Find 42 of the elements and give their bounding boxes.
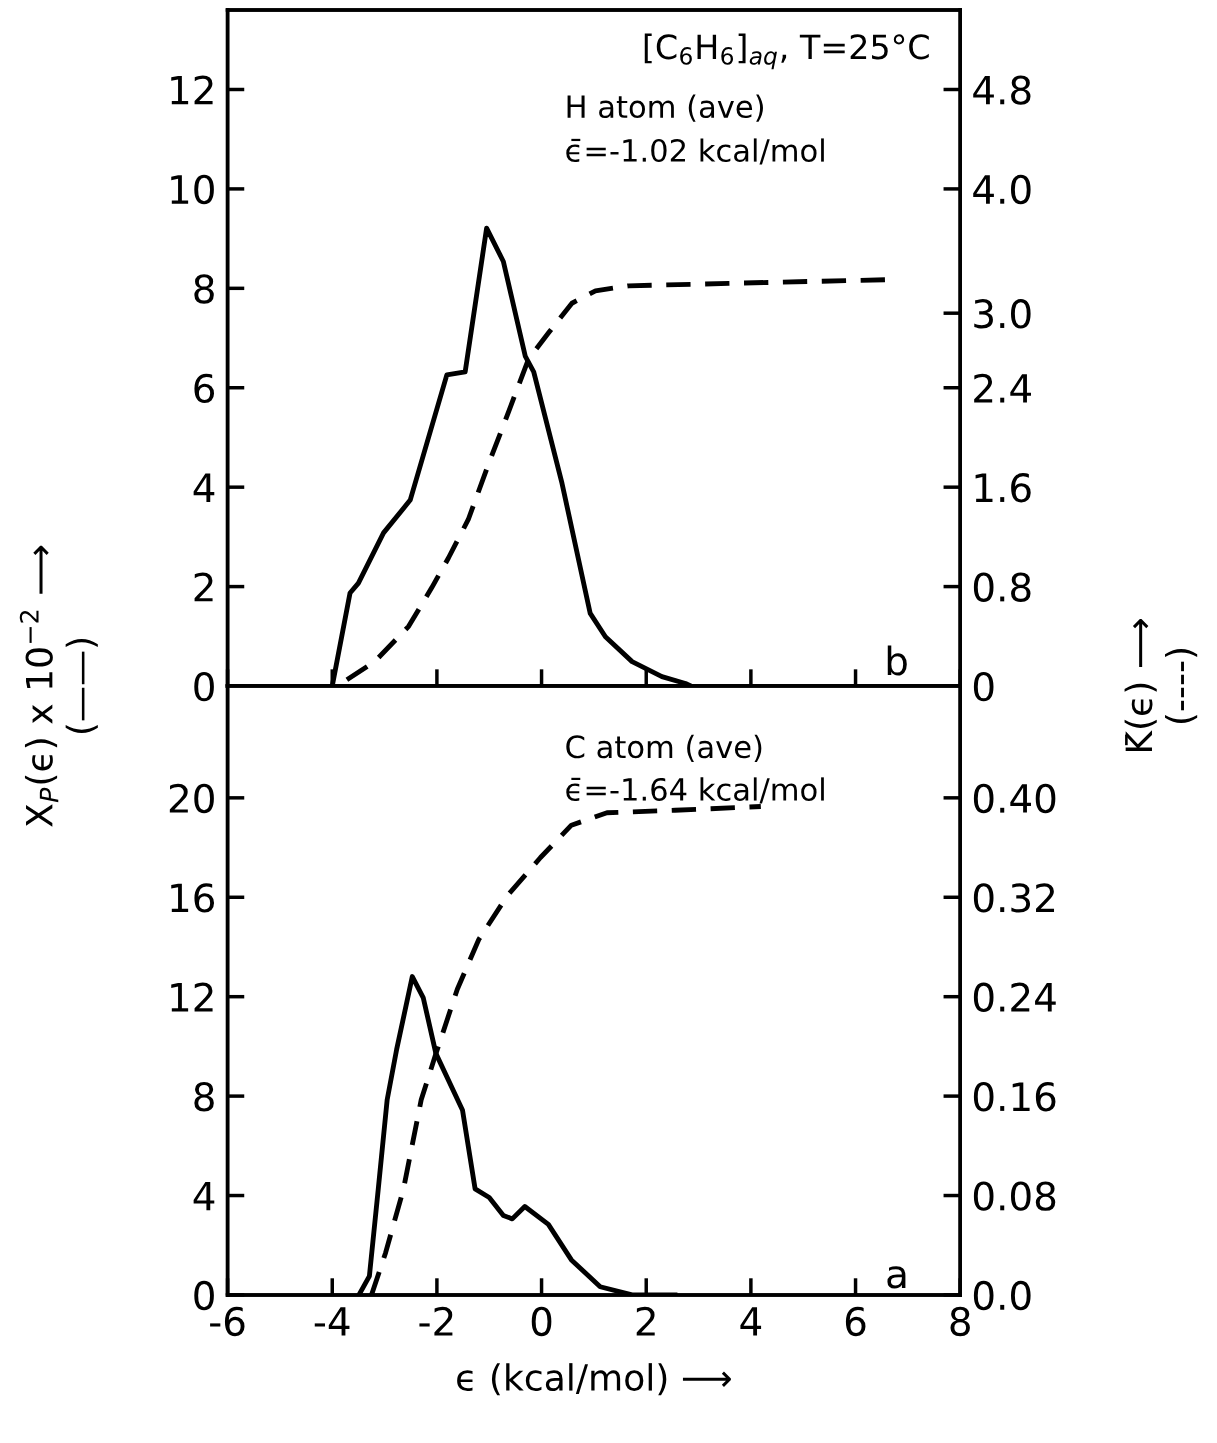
- y-tick-label: 16: [171, 883, 215, 913]
- y-tick-label: 4: [193, 473, 215, 502]
- annotation: b: [887, 645, 907, 676]
- x-tick-label: 4: [740, 1307, 762, 1336]
- annotation: ϵ̄=-1.64 kcal/mol: [566, 777, 824, 804]
- y2-tick-label: 0.40: [973, 783, 1056, 814]
- x-tick-label: 8: [950, 1306, 970, 1337]
- x-tick-label: -2: [419, 1306, 453, 1336]
- x-axis-title: ϵ (kcal/mol) ⟶: [457, 1363, 731, 1396]
- y2-tick-label: 1.6: [975, 473, 1031, 503]
- y-tick-label: 20: [169, 783, 214, 814]
- y-tick-label: 12: [171, 982, 213, 1012]
- y2-tick-label: 0.0: [973, 1280, 1031, 1311]
- y-tick-label: 10: [171, 174, 214, 205]
- y2-tick-label: 0.8: [973, 572, 1031, 602]
- y2-axis-title: K̄(ϵ) ⟶ (----): [1124, 619, 1198, 752]
- annotation: [C$_{6}$H$_{6}$]$_{aq}$, T=25°C: [644, 33, 929, 70]
- y-tick-label: 8: [194, 1082, 214, 1112]
- y-tick-label: 0: [194, 671, 214, 702]
- y-tick-label: 8: [194, 274, 214, 304]
- y2-tick-label: 4.8: [973, 75, 1031, 105]
- annotation: a: [887, 1266, 906, 1289]
- annotation: ϵ̄=-1.02 kcal/mol: [566, 138, 824, 165]
- annotation: C atom (ave): [566, 734, 762, 762]
- text: X$_{P}$(ϵ) x 10$^{−2}$ ⟶ (——): [19, 545, 98, 827]
- y2-tick-label: 3.0: [974, 299, 1031, 329]
- y-tick-label: 4: [193, 1181, 215, 1211]
- y2-tick-label: 0.24: [973, 982, 1056, 1013]
- x-tick-label: -4: [314, 1307, 350, 1336]
- x-tick-label: 2: [636, 1306, 655, 1336]
- annotation: H atom (ave): [567, 94, 763, 122]
- y-tick-label: 6: [194, 373, 215, 404]
- x-tick-label: 0: [531, 1306, 552, 1337]
- y2-tick-label: 0.32: [973, 883, 1055, 913]
- y-tick-label: 12: [171, 75, 213, 105]
- x-tick-label: 6: [845, 1306, 866, 1337]
- y-tick-label: 2: [194, 572, 213, 602]
- y2-tick-label: 4.0: [973, 174, 1031, 205]
- y2-tick-label: 2.4: [974, 373, 1031, 403]
- y2-tick-label: 0: [973, 671, 994, 702]
- y2-tick-label: 0.08: [973, 1181, 1056, 1211]
- y2-tick-label: 0.16: [973, 1082, 1056, 1112]
